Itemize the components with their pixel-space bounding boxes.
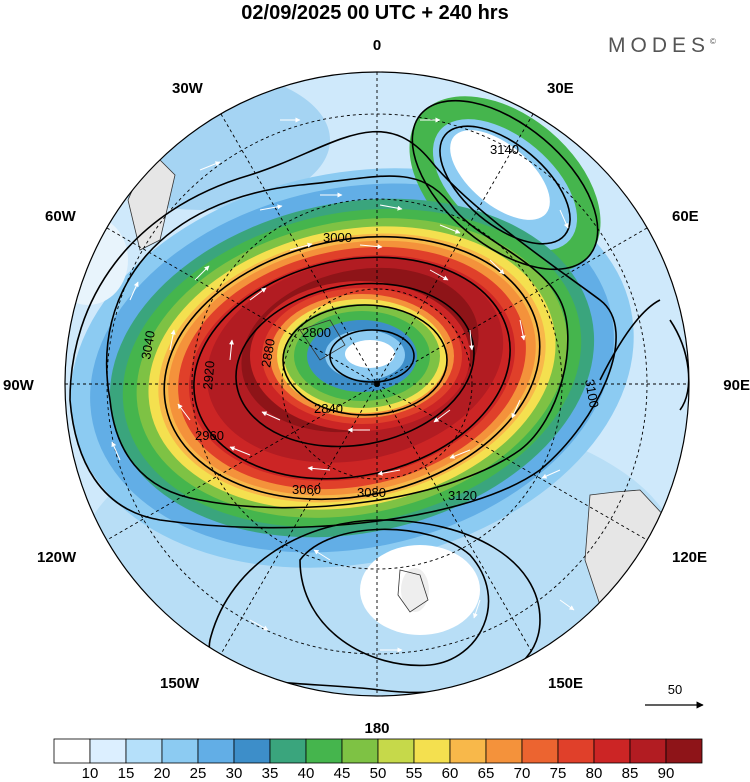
- colorbar-tick-label: 20: [154, 765, 171, 782]
- colorbar-swatch: [593, 738, 631, 764]
- lon-label-90w: 90W: [3, 377, 35, 394]
- colorbar-swatch: [557, 738, 595, 764]
- colorbar-swatch: [521, 738, 559, 764]
- reference-vector: 50: [645, 682, 704, 709]
- colorbar-swatch: [629, 738, 667, 764]
- colorbar-tick-label: 90: [658, 765, 675, 782]
- colorbar-swatch: [665, 738, 703, 764]
- colorbar-swatch: [413, 738, 451, 764]
- contour-label-3120: 3120: [448, 488, 477, 503]
- contour-label-3040: 3040: [138, 329, 158, 360]
- colorbar-tick-label: 40: [298, 765, 315, 782]
- colorbar-tick-label: 85: [622, 765, 639, 782]
- contour-label-2880: 2880: [258, 337, 278, 368]
- colorbar-swatch: [125, 738, 163, 764]
- colorbar-tick-label: 65: [478, 765, 495, 782]
- lon-label-30e: 30E: [547, 80, 574, 97]
- lon-label-180: 180: [364, 720, 389, 737]
- colorbar-swatch: [377, 738, 415, 764]
- colorbar-tick-label: 35: [262, 765, 279, 782]
- colorbar-swatch: [53, 738, 91, 764]
- map-title: 02/09/2025 00 UTC + 240 hrs: [241, 2, 509, 24]
- colorbar-tick-label: 55: [406, 765, 423, 782]
- colorbar-tick-label: 75: [550, 765, 567, 782]
- reference-vector-label: 50: [668, 682, 682, 697]
- colorbar-swatch: [161, 738, 199, 764]
- contour-label-3000: 3000: [323, 230, 352, 245]
- land-mass: [585, 490, 672, 640]
- colorbar-tick-label: 60: [442, 765, 459, 782]
- height-contours: [69, 99, 689, 694]
- contour-label-2920: 2920: [200, 360, 217, 390]
- longitude-labels: 0 180 90W 90E 30W 60W 30E 60E 120W 150W …: [3, 37, 750, 737]
- lon-label-150w: 150W: [160, 675, 200, 692]
- contour-label-3100: 3100: [582, 378, 602, 409]
- colorbar-swatch: [305, 738, 343, 764]
- colorbar-tick-label: 70: [514, 765, 531, 782]
- colorbar-swatch: [197, 738, 235, 764]
- wind-vectors: [111, 117, 575, 653]
- colorbar-swatch: [233, 738, 271, 764]
- lon-label-30w: 30W: [172, 80, 204, 97]
- colorbar: 10 15 20 25 30 35 40 45 50 55 60 65 70 75 80 85 90: [53, 738, 703, 782]
- colorbar-swatch: [269, 738, 307, 764]
- colorbar-tick-label: 30: [226, 765, 243, 782]
- brand-logo: MODES©: [608, 34, 716, 58]
- lon-label-60e: 60E: [672, 208, 699, 225]
- contour-label-2800: 2800: [302, 325, 331, 340]
- contour-label-3060: 3060: [292, 482, 321, 497]
- colorbar-swatch: [89, 738, 127, 764]
- contour-label-3140: 3140: [490, 142, 519, 157]
- wind-speed-field: [65, 72, 689, 696]
- contour-label-3080: 3080: [357, 485, 386, 500]
- colorbar-swatch: [341, 738, 379, 764]
- colorbar-tick-label: 45: [334, 765, 351, 782]
- colorbar-tick-label: 50: [370, 765, 387, 782]
- colorbar-swatch: [449, 738, 487, 764]
- contour-label-2840: 2840: [314, 401, 343, 416]
- copyright-mark: ©: [710, 37, 716, 46]
- colorbar-tick-label: 15: [118, 765, 135, 782]
- lon-label-90e: 90E: [723, 377, 750, 394]
- map-boundary: [64, 71, 690, 697]
- brand-text: MODES: [608, 34, 711, 57]
- lon-label-120e: 120E: [672, 549, 707, 566]
- lon-label-150e: 150E: [548, 675, 583, 692]
- lon-label-120w: 120W: [37, 549, 77, 566]
- colorbar-tick-label: 10: [82, 765, 99, 782]
- contour-label-2960: 2960: [195, 428, 224, 443]
- colorbar-tick-label: 80: [586, 765, 603, 782]
- lon-label-60w: 60W: [45, 208, 77, 225]
- lon-label-0: 0: [373, 37, 381, 54]
- colorbar-tick-label: 25: [190, 765, 207, 782]
- contour-labels: 2800 2840 2880 2920 2960 3000 3040 3060 …: [138, 142, 602, 503]
- colorbar-swatch: [485, 738, 523, 764]
